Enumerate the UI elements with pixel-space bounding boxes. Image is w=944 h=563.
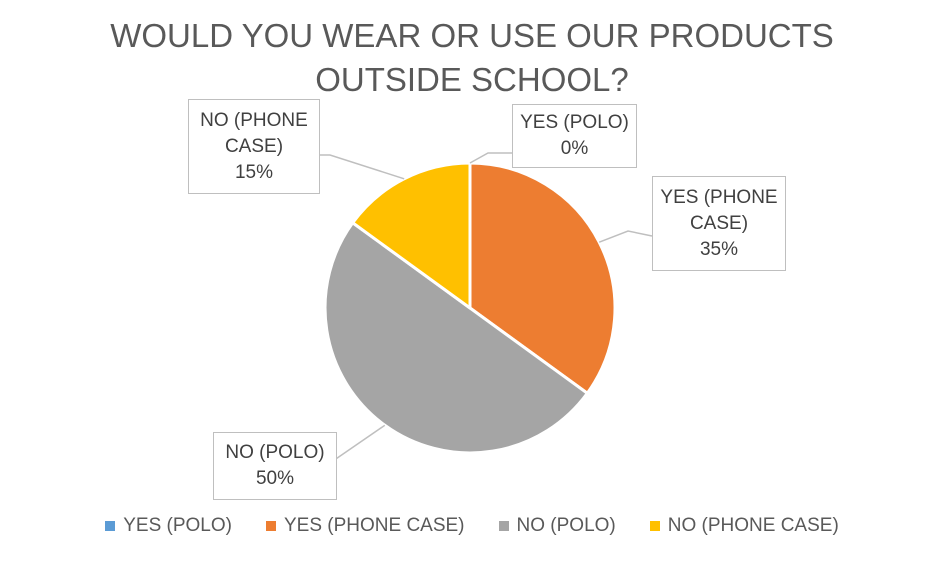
legend-item-yes-phone-case: YES (PHONE CASE) [265,515,465,537]
chart-title: WOULD YOU WEAR OR USE OUR PRODUCTS OUTSI… [0,14,944,102]
legend: YES (POLO) YES (PHONE CASE) NO (POLO) NO… [0,515,944,537]
data-label-category-2: CASE) [224,135,284,157]
data-label-value: 50% [255,468,295,489]
legend-item-no-polo: NO (POLO) [498,515,616,537]
data-label-value: 0% [560,138,589,159]
data-label-category: YES (POLO) [520,112,629,133]
data-label-value: 15% [234,161,274,183]
legend-label: NO (PHONE CASE) [667,515,839,536]
legend-swatch [498,521,509,531]
data-label-no-phone-case: NO (PHONE CASE) 15% [188,99,320,194]
chart-title-line-2: OUTSIDE SCHOOL? [315,61,629,98]
data-label-yes-polo: YES (POLO) 0% [512,104,637,168]
legend-label: YES (PHONE CASE) [283,515,465,536]
legend-swatch [265,521,276,531]
data-label-yes-phone-case: YES (PHONE CASE) 35% [652,176,786,271]
pie-slice-yes-phone-case [468,161,617,395]
data-label-value: 35% [699,238,739,260]
data-label-no-polo: NO (POLO) 50% [213,432,337,500]
legend-swatch [649,521,660,531]
pie-slices [323,161,617,455]
legend-label: YES (POLO) [123,515,232,536]
leader-line [320,154,405,180]
data-label-category-2: CASE) [689,212,749,234]
legend-item-no-phone-case: NO (PHONE CASE) [649,515,839,537]
data-label-category: NO (PHONE [200,109,308,131]
data-label-category: YES (PHONE [660,186,778,208]
legend-label: NO (POLO) [516,515,616,536]
pie-slice-no-polo [323,221,589,455]
data-label-category: NO (POLO) [225,442,325,463]
leader-line [469,152,512,164]
chart-title-line-1: WOULD YOU WEAR OR USE OUR PRODUCTS [110,17,834,54]
legend-swatch [105,521,116,531]
pie-slice-no-phone-case [351,161,472,310]
leader-line [327,424,386,464]
leader-line [598,230,653,243]
legend-item-yes-polo: YES (POLO) [105,515,232,537]
